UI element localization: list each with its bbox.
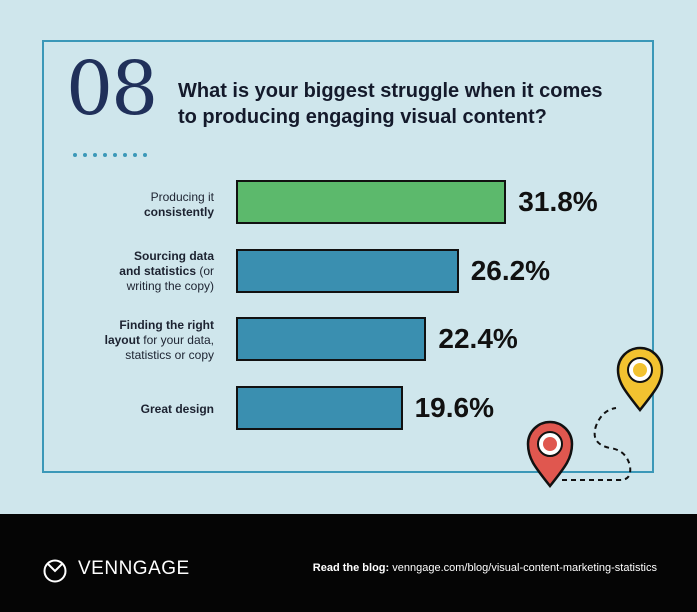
category-label-3: Finding the right layout for your data, …	[84, 318, 214, 363]
label-3-bold-a: Finding the right	[119, 318, 214, 332]
label-1-text: Producing it	[150, 190, 214, 204]
bar-value-label-1: 31.8%	[518, 186, 598, 217]
map-pins-illustration	[526, 346, 664, 489]
label-3-text: for your data,	[139, 333, 214, 347]
content-frame	[42, 40, 654, 473]
blog-link[interactable]: Read the blog: venngage.com/blog/visual-…	[313, 562, 657, 574]
brand-name: VENNGAGE	[78, 558, 190, 579]
category-label-2: Sourcing data and statistics (or writing…	[84, 249, 214, 294]
label-4-bold: Great design	[140, 402, 214, 416]
blog-url[interactable]: venngage.com/blog/visual-content-marketi…	[392, 562, 657, 574]
venngage-logo-icon	[43, 559, 67, 583]
bar-value-label-2: 26.2%	[470, 255, 551, 286]
label-2-line3: writing the copy)	[126, 279, 214, 293]
bar-2	[236, 249, 459, 293]
red-pin-icon	[526, 420, 574, 489]
bar-value-label-4: 19.6%	[414, 392, 494, 423]
label-3-bold-b: layout	[104, 333, 140, 347]
label-2-bold-b: and statistics	[119, 264, 196, 278]
blog-label: Read the blog:	[312, 562, 390, 574]
bar-value-label-3: 22.4%	[438, 323, 518, 354]
category-label-4: Great design	[84, 402, 214, 417]
chart-title: What is your biggest struggle when it co…	[178, 78, 638, 130]
question-number: 08	[66, 46, 158, 132]
bar-3	[236, 317, 427, 361]
label-1-bold: consistently	[143, 205, 214, 219]
dot-divider	[73, 153, 147, 157]
label-3-line3: statistics or copy	[125, 348, 214, 362]
bar-1	[236, 180, 507, 224]
yellow-pin-icon	[616, 346, 664, 413]
bar-4	[236, 386, 403, 430]
category-label-1: Producing it consistently	[84, 190, 214, 220]
footer: VENNGAGE Read the blog: venngage.com/blo…	[0, 514, 697, 612]
label-2-bold-a: Sourcing data	[133, 249, 214, 263]
title-line-2: to producing engaging visual content?	[178, 106, 547, 128]
title-line-1: What is your biggest struggle when it co…	[178, 80, 603, 102]
label-2-text: (or	[196, 264, 214, 278]
